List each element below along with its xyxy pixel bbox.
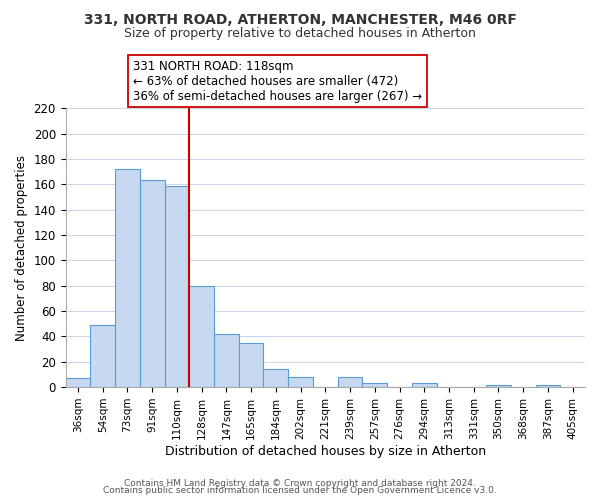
Y-axis label: Number of detached properties: Number of detached properties — [15, 154, 28, 340]
Bar — [190, 286, 214, 387]
Bar — [115, 169, 140, 387]
Bar — [164, 186, 190, 387]
Bar — [239, 342, 263, 387]
Text: 331 NORTH ROAD: 118sqm
← 63% of detached houses are smaller (472)
36% of semi-de: 331 NORTH ROAD: 118sqm ← 63% of detached… — [133, 60, 422, 102]
Bar — [486, 384, 511, 387]
Bar — [140, 180, 164, 387]
Bar — [338, 377, 362, 387]
Bar — [91, 325, 115, 387]
Text: Contains public sector information licensed under the Open Government Licence v3: Contains public sector information licen… — [103, 486, 497, 495]
Bar — [536, 384, 560, 387]
Bar — [362, 384, 387, 387]
Bar — [65, 378, 91, 387]
Text: Contains HM Land Registry data © Crown copyright and database right 2024.: Contains HM Land Registry data © Crown c… — [124, 478, 476, 488]
Text: Size of property relative to detached houses in Atherton: Size of property relative to detached ho… — [124, 28, 476, 40]
X-axis label: Distribution of detached houses by size in Atherton: Distribution of detached houses by size … — [165, 444, 486, 458]
Bar — [263, 370, 288, 387]
Bar — [288, 377, 313, 387]
Text: 331, NORTH ROAD, ATHERTON, MANCHESTER, M46 0RF: 331, NORTH ROAD, ATHERTON, MANCHESTER, M… — [83, 12, 517, 26]
Bar — [412, 384, 437, 387]
Bar — [214, 334, 239, 387]
